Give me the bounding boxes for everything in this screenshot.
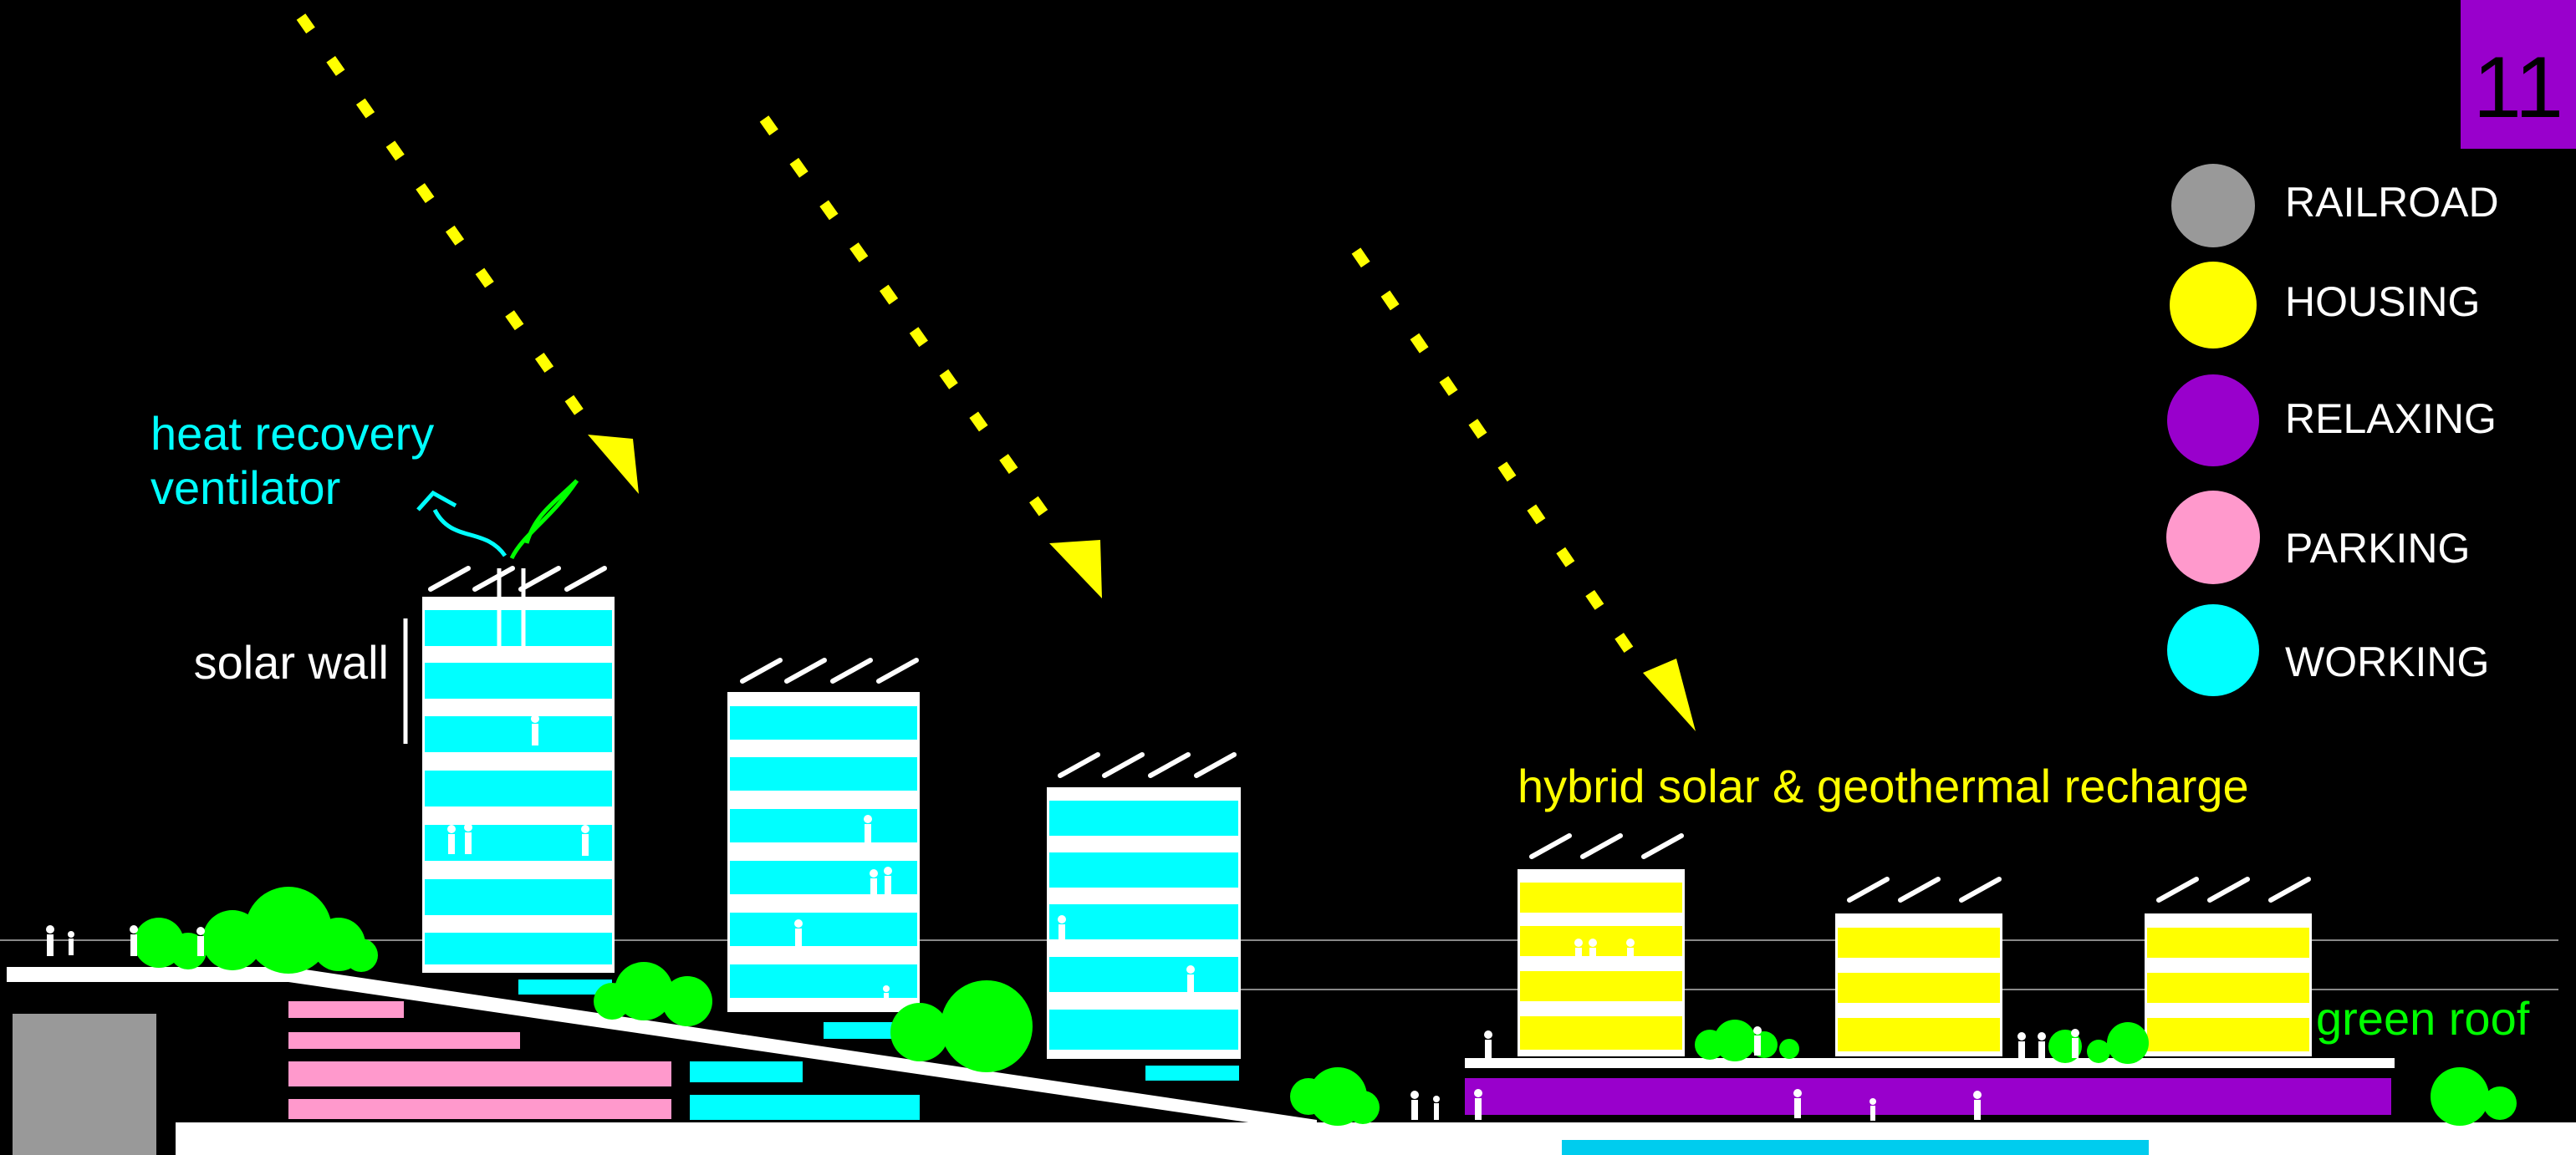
housing-block-3 <box>2145 913 2312 1056</box>
tree-icon <box>594 962 712 1026</box>
legend-swatch-relaxing <box>2167 374 2259 466</box>
tree-icon <box>2431 1067 2517 1126</box>
person-icon <box>1058 915 1066 944</box>
person-icon <box>130 925 138 956</box>
heat-recovery-label: heat recovery <box>150 407 434 460</box>
person-icon <box>464 823 472 854</box>
person-icon <box>1484 1030 1492 1060</box>
tree-icon <box>1695 1020 1799 1061</box>
page-number: 11 <box>2473 39 2563 136</box>
legend-label-railroad: RAILROAD <box>2285 179 2499 226</box>
solar-panel-icon <box>1529 833 1684 859</box>
legend-item-relaxing: RELAXING <box>2167 374 2497 466</box>
ventilator-label: ventilator <box>150 461 340 514</box>
person-icon <box>531 715 539 745</box>
railroad-block <box>13 1014 156 1155</box>
person-icon <box>1589 939 1597 968</box>
person-icon <box>1574 939 1583 968</box>
legend-swatch-railroad <box>2171 164 2255 247</box>
ventilator-airflow-icon <box>416 479 579 560</box>
green-roof-label: green roof <box>2316 992 2530 1045</box>
legend-item-parking: PARKING <box>2166 491 2470 584</box>
person-icon <box>883 985 890 1010</box>
sun-rays <box>296 13 1696 731</box>
legend-swatch-working <box>2167 604 2259 696</box>
legend-label-housing: HOUSING <box>2285 278 2480 325</box>
person-icon <box>46 925 54 956</box>
solar-panel-icon <box>1847 877 2002 903</box>
trees <box>134 887 2517 1126</box>
working-lower-blocks <box>518 979 1239 1120</box>
person-icon <box>884 867 892 898</box>
tree-icon <box>890 980 1033 1072</box>
person-icon <box>1753 1026 1762 1056</box>
sun-ray-arrow-icon <box>1351 247 1696 731</box>
solar-panels <box>428 566 2311 903</box>
sun-ray-arrow-icon <box>296 13 639 494</box>
legend-swatch-housing <box>2170 262 2257 349</box>
relaxing-level <box>1465 1078 2391 1115</box>
tree-icon <box>2048 1022 2149 1064</box>
sun-ray-arrow-icon <box>759 115 1102 598</box>
hybrid-solar-label: hybrid solar & geothermal recharge <box>1518 760 2249 812</box>
working-tower-2 <box>727 692 920 1012</box>
housing-platform <box>1465 1058 2395 1068</box>
person-icon <box>2071 1029 2079 1058</box>
legend-label-parking: PARKING <box>2285 525 2470 572</box>
person-icon <box>2017 1032 2026 1061</box>
person-icon <box>2038 1032 2046 1061</box>
annotations: heat recovery ventilator solar wall hybr… <box>150 407 2530 1045</box>
person-icon <box>1474 1089 1482 1120</box>
person-icon <box>1410 1091 1419 1120</box>
person-icon <box>1870 1098 1876 1121</box>
solar-panel-icon <box>740 658 919 684</box>
legend-label-working: WORKING <box>2285 639 2489 685</box>
person-icon <box>447 825 456 854</box>
solar-panel-icon <box>1058 752 1237 778</box>
housing-block-2 <box>1835 913 2002 1056</box>
housing-block-1 <box>1518 869 1685 1056</box>
tree-icon <box>202 887 378 974</box>
ground <box>7 967 2576 1155</box>
person-icon <box>196 927 205 956</box>
person-icon <box>864 815 872 846</box>
water-channel <box>1562 1140 2149 1155</box>
legend-item-housing: HOUSING <box>2170 262 2480 349</box>
tree-icon <box>1290 1067 1380 1126</box>
person-icon <box>1793 1089 1802 1118</box>
people <box>46 715 2079 1121</box>
working-tower-1 <box>422 568 615 973</box>
person-icon <box>1186 965 1195 995</box>
person-icon <box>1433 1096 1440 1120</box>
person-icon <box>1626 939 1635 968</box>
person-icon <box>581 825 589 856</box>
person-icon <box>1973 1091 1982 1120</box>
person-icon <box>870 869 878 898</box>
solar-panel-icon <box>428 566 607 592</box>
legend-swatch-parking <box>2166 491 2260 584</box>
person-icon <box>794 919 803 950</box>
solar-wall-label: solar wall <box>194 636 389 689</box>
legend-item-railroad: RAILROAD <box>2171 164 2499 247</box>
legend: RAILROAD HOUSING RELAXING PARKING WORKIN… <box>2166 164 2499 696</box>
person-icon <box>68 931 74 955</box>
legend-item-working: WORKING <box>2167 604 2489 696</box>
page-number-badge: 11 <box>2461 0 2576 149</box>
solar-panel-icon <box>2156 877 2311 903</box>
tree-icon <box>134 918 207 969</box>
working-tower-3 <box>1047 787 1241 1059</box>
legend-label-relaxing: RELAXING <box>2285 395 2497 442</box>
parking-levels <box>288 1001 671 1119</box>
